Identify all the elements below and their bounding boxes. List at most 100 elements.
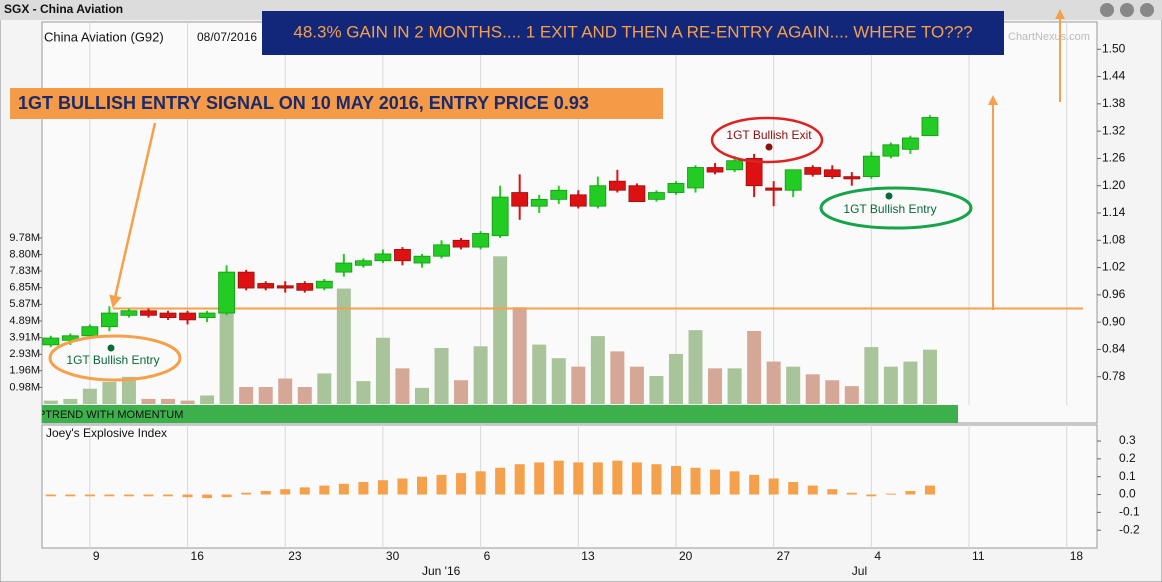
y-tick-label: 1.20	[1102, 178, 1126, 192]
minimize-button[interactable]	[1100, 3, 1114, 17]
y-tick-label: -0.1	[1119, 505, 1140, 519]
maximize-button[interactable]	[1120, 3, 1134, 17]
bar	[788, 482, 799, 495]
signal-ellipse	[819, 186, 973, 230]
bar	[123, 494, 134, 497]
candle-body	[120, 310, 138, 316]
candle-body	[335, 262, 353, 273]
y-tick-label: 0.84	[1102, 342, 1126, 356]
y2-tick-label: 3.91M	[9, 332, 40, 344]
volume-bar	[395, 368, 410, 404]
bar	[710, 469, 721, 495]
volume-bar	[141, 398, 156, 404]
candle-body	[569, 194, 587, 207]
volume-bar	[82, 388, 97, 404]
volume-bar	[708, 368, 723, 404]
volume-bar	[786, 366, 801, 404]
bar	[846, 492, 857, 495]
x-tick-label: 16	[191, 549, 205, 563]
candle-body	[42, 337, 60, 346]
volume-bar	[454, 380, 469, 404]
bar	[65, 494, 76, 497]
signal-dot	[107, 344, 115, 352]
bar	[807, 485, 818, 495]
bar	[631, 462, 642, 495]
volume-bar	[43, 400, 58, 404]
candle-body	[589, 185, 607, 207]
volume-bar	[258, 387, 273, 404]
bar	[651, 464, 662, 495]
trend-band	[42, 405, 958, 423]
bar	[553, 460, 564, 495]
candle-body	[687, 167, 704, 189]
volume-bar	[239, 387, 254, 404]
volume-bar	[571, 366, 586, 404]
indicator-title: Joey's Explosive Index	[46, 426, 167, 440]
candle-body	[921, 117, 939, 137]
volume-bar	[356, 381, 371, 404]
bar	[221, 494, 232, 498]
y-tick-label: 1.26	[1102, 151, 1126, 165]
y-tick-label: 0.1	[1119, 469, 1136, 483]
y2-tick-label: 8.80M	[9, 249, 40, 261]
signal-label: 1GT Bullish Entry	[66, 353, 159, 367]
volume-bar	[883, 366, 898, 404]
y-tick-label: 1.14	[1102, 205, 1126, 219]
entry-note: 1GT BULLISH ENTRY SIGNAL ON 10 MAY 2016,…	[18, 93, 589, 113]
candle-body	[765, 187, 783, 191]
x-tick-label: 13	[581, 549, 595, 563]
volume-bar	[922, 349, 937, 404]
volume-bar	[844, 386, 859, 404]
y-tick-label: 0.3	[1119, 433, 1136, 447]
month-label: Jul	[852, 564, 867, 578]
y-tick-label: 1.02	[1102, 260, 1126, 274]
volume-bar	[180, 400, 195, 404]
volume-bar	[434, 347, 449, 404]
candle-body	[511, 192, 529, 207]
candle-body	[354, 260, 372, 266]
candle-body	[706, 167, 724, 173]
volume-bar	[649, 375, 664, 404]
volume-bar	[336, 288, 351, 404]
bar	[280, 489, 291, 495]
close-button[interactable]	[1140, 3, 1154, 17]
signal-label: 1GT Bullish Entry	[843, 202, 936, 216]
x-tick-label: 23	[288, 549, 302, 563]
candle-body	[667, 183, 685, 193]
bar	[905, 490, 916, 495]
bar	[690, 467, 701, 495]
y2-tick-label: 1.96M	[9, 365, 40, 377]
candle-body	[530, 198, 548, 207]
volume-bar	[903, 361, 918, 404]
candle-body	[374, 253, 392, 262]
signal-ellipse	[710, 116, 824, 164]
bar	[260, 490, 271, 495]
bar	[456, 473, 467, 495]
x-tick-label: 11	[972, 549, 985, 563]
x-tick-label: 6	[484, 549, 491, 563]
candle-body	[81, 326, 99, 337]
bar	[573, 462, 584, 495]
volume-bar	[493, 256, 508, 404]
y2-tick-label: 0.98M	[9, 381, 40, 393]
volume-bar	[219, 312, 234, 404]
bar	[377, 480, 388, 495]
bar	[241, 492, 252, 495]
y2-tick-label: 4.89M	[9, 315, 40, 327]
candle-body	[608, 180, 626, 191]
bar	[319, 485, 330, 495]
volume-bar	[102, 381, 117, 404]
volume-bar	[590, 336, 605, 404]
volume-bar	[766, 361, 781, 404]
bar	[768, 478, 779, 495]
candle-body	[413, 255, 431, 264]
volume-bar	[610, 351, 625, 404]
volume-bar	[668, 353, 683, 404]
entry-note-box	[10, 88, 663, 119]
bar	[885, 493, 896, 495]
bar	[475, 471, 486, 495]
candle-body	[218, 271, 236, 314]
bar	[436, 474, 447, 495]
bar	[143, 494, 154, 497]
bar	[45, 494, 56, 497]
